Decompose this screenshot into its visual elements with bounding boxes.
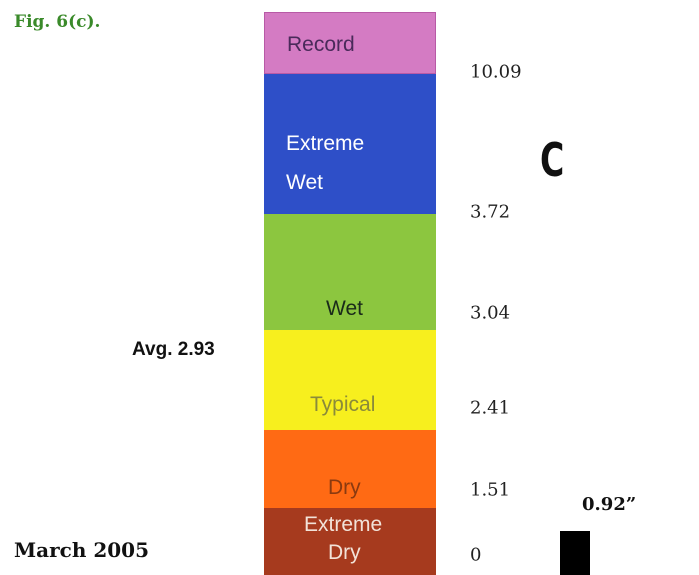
band-typical: Typical [264, 330, 436, 430]
average-label: Avg. 2.93 [132, 339, 215, 360]
band-wet: Wet [264, 214, 436, 330]
value-label: 0.92” [582, 494, 637, 515]
band-record-label: Record [287, 33, 355, 56]
tick-label: 2.41 [470, 397, 511, 419]
figure-label: Fig. 6(c). [14, 12, 101, 32]
band-extreme-wet: Extreme Wet [264, 74, 436, 214]
band-dry: Dry [264, 430, 436, 508]
band-extreme-dry: Extreme Dry [264, 508, 436, 575]
tick-label: 0 [470, 544, 482, 566]
band-extreme-dry-label-line1: Extreme [304, 513, 383, 536]
band-dry-label: Dry [328, 476, 361, 499]
band-wet-label: Wet [326, 297, 363, 320]
month-label: March 2005 [14, 538, 149, 562]
value-bar [560, 531, 590, 575]
tick-label: 3.72 [470, 201, 511, 223]
band-extreme-wet-label-line2: Wet [286, 171, 323, 194]
tick-label: 1.51 [470, 479, 511, 501]
band-extreme-wet-label-line1: Extreme [286, 132, 365, 155]
band-extreme-dry-label-line2: Dry [328, 541, 361, 564]
band-record: Record [264, 12, 436, 74]
panel-letter: C [540, 133, 565, 187]
tick-label: 10.09 [470, 61, 522, 83]
tick-label: 3.04 [470, 302, 511, 324]
band-typical-label: Typical [310, 393, 376, 416]
